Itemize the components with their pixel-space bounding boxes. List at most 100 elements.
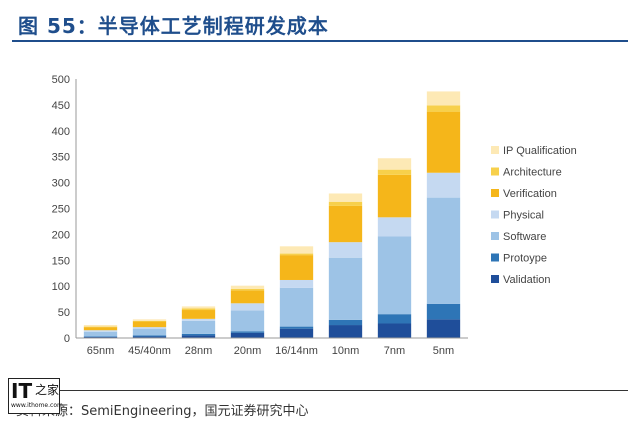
y-tick-label: 300 [52, 178, 70, 190]
y-tick-label: 200 [52, 229, 70, 241]
bars [83, 91, 461, 338]
bar-segment [230, 288, 265, 291]
legend-label: Physical [503, 210, 544, 222]
logo-mark: IT [11, 379, 33, 403]
bar-segment [377, 314, 412, 324]
bar-segment [279, 287, 314, 327]
bar-segment [230, 303, 265, 311]
x-tick-label: 65nm [87, 345, 115, 357]
bar-segment [181, 310, 216, 319]
y-tick-label: 500 [52, 74, 70, 86]
bar-segment [181, 308, 216, 311]
y-tick-label: 100 [52, 281, 70, 293]
bar-segment [230, 285, 265, 289]
legend-label: Verification [503, 188, 557, 200]
bar-segment [230, 290, 265, 304]
x-tick-label: 10nm [332, 345, 360, 357]
y-axis: 0 50 100 150 200 250 300 350 400 450 500 [52, 74, 77, 345]
x-tick-label: 5nm [433, 345, 454, 357]
y-tick-label: 250 [52, 204, 70, 216]
bar-segment [132, 328, 167, 336]
legend-label: IP Qualification [503, 145, 577, 157]
y-tick-label: 400 [52, 126, 70, 138]
bar-segment [426, 197, 461, 304]
bar-segment [83, 326, 118, 328]
bar-segment [377, 236, 412, 315]
bar-segment [377, 323, 412, 338]
stacked-bar-chart: 0 50 100 150 200 250 300 350 400 450 500 65nm 45/40… [52, 74, 577, 357]
bar-segment [328, 325, 363, 338]
bar-segment [426, 105, 461, 112]
y-tick-label: 150 [52, 255, 70, 267]
bar-segment [328, 257, 363, 320]
legend-swatch [491, 189, 499, 197]
bar-segment [181, 333, 216, 336]
bar-segment [279, 279, 314, 288]
bar-segment [132, 320, 167, 322]
bar-segment [83, 336, 118, 338]
bar-segment [83, 325, 118, 327]
legend-swatch [491, 232, 499, 240]
bar-segment [377, 217, 412, 237]
bar-segment [328, 193, 363, 202]
legend-label: Validation [503, 274, 551, 286]
title-divider [12, 40, 628, 42]
bar-segment [181, 306, 216, 309]
bar-segment [132, 335, 167, 337]
bar-segment [132, 336, 167, 338]
bar-segment [328, 205, 363, 243]
bar-segment [83, 330, 118, 332]
legend-label: Architecture [503, 167, 562, 179]
source-note: 资料来源：SemiEngineering，国元证券研究中心 [16, 404, 309, 419]
bar-segment [426, 91, 461, 106]
bar-segment [377, 174, 412, 218]
bar-segment [328, 242, 363, 258]
bar-segment [328, 201, 363, 206]
y-tick-label: 0 [64, 333, 70, 345]
legend-swatch [491, 167, 499, 176]
legend-label: Software [503, 231, 546, 243]
bar-segment [230, 332, 265, 338]
ithome-logo: IT 之家 www.ithome.com [8, 378, 63, 414]
bar-segment [279, 255, 314, 280]
bar-segment [426, 319, 461, 338]
bar-segment [426, 303, 461, 320]
bar-segment [83, 327, 118, 331]
page-title: 图 55：半导体工艺制程研发成本 [18, 14, 329, 38]
bar-segment [181, 318, 216, 321]
y-tick-label: 450 [52, 100, 70, 112]
bar-segment [230, 331, 265, 333]
bar-segment [377, 169, 412, 175]
bar-segment [181, 335, 216, 338]
bar-segment [181, 320, 216, 334]
x-tick-label: 20nm [234, 345, 262, 357]
bar-segment [279, 328, 314, 338]
source-divider [12, 390, 628, 391]
bar-segment [279, 253, 314, 256]
bar-segment [83, 331, 118, 337]
legend-swatch [491, 146, 499, 154]
y-tick-label: 50 [58, 307, 70, 319]
x-tick-label: 28nm [185, 345, 213, 357]
bar-segment [132, 327, 167, 329]
bar-segment [426, 172, 461, 198]
x-tick-label: 16/14nm [275, 345, 318, 357]
bar-segment [230, 310, 265, 332]
legend-label: Protoype [503, 253, 547, 265]
legend-swatch [491, 210, 499, 219]
bar-segment [328, 319, 363, 326]
legend: IP Qualification Architecture Verification… [491, 145, 577, 286]
bar-segment [426, 111, 461, 173]
y-tick-label: 350 [52, 152, 70, 164]
bar-segment [132, 319, 167, 321]
bar-segment [132, 321, 167, 328]
x-axis: 65nm 45/40nm 28nm 20nm 16/14nm 10nm 7nm 5nm [76, 337, 468, 357]
logo-text: 之家 [35, 383, 60, 397]
bar-segment [83, 336, 118, 337]
bar-segment [279, 326, 314, 329]
bar-segment [279, 246, 314, 254]
legend-swatch [491, 253, 499, 262]
logo-site: www.ithome.com [11, 402, 63, 409]
x-tick-label: 45/40nm [128, 345, 171, 357]
x-tick-label: 7nm [384, 345, 405, 357]
